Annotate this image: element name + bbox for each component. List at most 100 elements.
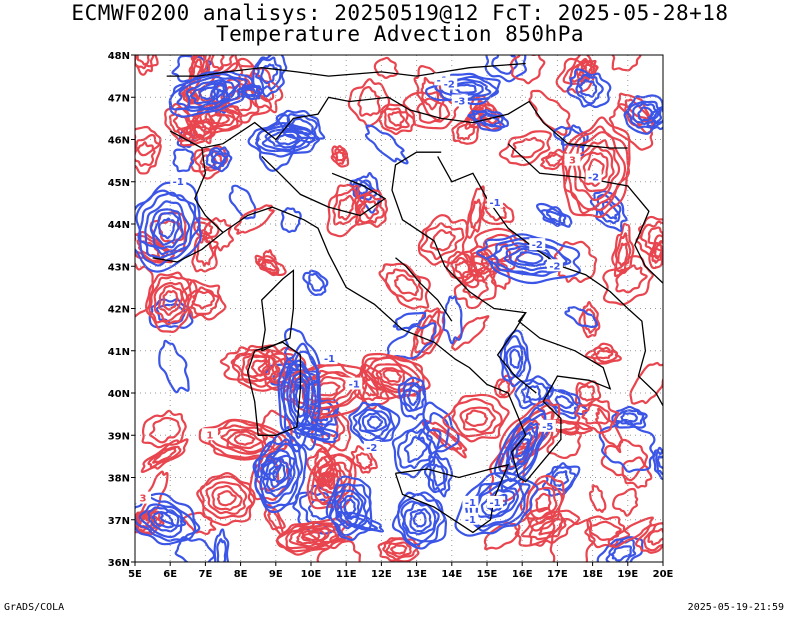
cold-advection-contour [210,150,229,170]
contour-label-bg [585,170,602,183]
warm-advection-contour [612,487,639,517]
warm-advection-contour [535,492,552,513]
warm-advection-contour [574,397,620,434]
cold-advection-contour [152,212,180,246]
cold-advection-contour [432,463,446,487]
warm-advection-contour [390,544,408,555]
warm-advection-contour [414,310,442,354]
contour-label-bg [363,440,380,453]
warm-advection-contour [454,260,474,279]
contour-label-bg [321,352,338,365]
cold-advection-contour [172,148,195,173]
contour-label-bg [441,77,458,90]
cold-advection-contour [228,184,257,220]
warm-advection-contour [384,268,424,302]
contour-label-bg [539,419,556,432]
cold-advection-contour [198,85,221,101]
cold-advection-contour [174,536,216,562]
warm-advection-contour [378,103,416,136]
warm-advection-contour [584,515,631,549]
contour-label-bg [462,495,479,508]
contour-value-label: -1 [489,498,500,509]
contour-value-label: -2 [549,261,560,272]
warm-advection-contour [581,403,611,425]
cold-advection-contour [605,538,637,562]
warm-advection-contour [360,200,380,220]
lat-tick-label: 43N [108,262,130,273]
cold-advection-contour [155,302,186,325]
cold-advection-contour [272,463,287,484]
warm-advection-contour [483,521,520,551]
warm-advection-contour [152,446,177,464]
warm-advection-contour [514,506,556,547]
cold-advection-contour [289,372,311,425]
warm-advection-contour [561,116,631,219]
warm-advection-contour [324,473,340,491]
axis-ticks: 5E 6E 7E 8E 9E 10E 11E 12E 13E 14E 15E 16E 17E 18E 19E… [108,51,674,580]
cold-advection-contour [329,483,372,537]
cold-advection-contour [348,401,401,445]
warm-advection-contour [317,381,341,397]
coastline-segment [201,96,628,149]
contour-label-bg [170,174,187,187]
warm-advection-contour [577,145,615,193]
contour-value-label: 3 [569,156,576,167]
warm-advection-contour [260,260,278,272]
cold-advection-contour [499,329,532,388]
cold-advection-contour [352,402,396,442]
cold-advection-contour [292,378,308,418]
warm-advection-contour [192,58,203,79]
warm-advection-contour [584,342,622,365]
cold-advection-contour [308,272,325,292]
cold-advection-contour [294,385,307,409]
warm-advection-contour [464,409,489,427]
cold-advection-contour [333,483,368,530]
warm-advection-contour [135,55,155,70]
warm-advection-contour [196,472,256,527]
warm-advection-contour [450,256,479,284]
footer-software: GrADS/COLA [4,602,65,613]
warm-advection-contour [451,397,503,438]
warm-advection-contour [245,354,279,382]
lat-lon-gridlines [135,55,663,562]
warm-advection-contour [250,358,273,377]
cold-advection-contour [385,322,437,360]
lat-tick-label: 41N [108,347,130,358]
cold-advection-contour [282,359,317,439]
warm-advection-contour [149,416,181,444]
lat-tick-label: 42N [108,305,130,316]
warm-advection-contour [629,361,663,405]
warm-advection-contour [545,153,564,167]
cold-advection-contour [623,94,663,135]
cold-advection-contour [554,395,575,410]
warm-advection-contour [387,111,406,127]
cold-advection-contour [325,475,373,542]
warm-advection-contour [135,133,162,175]
contour-label-bg [546,259,563,272]
cold-advection-contour [169,72,248,112]
cold-advection-contour [255,114,300,172]
cold-advection-contour [655,450,663,476]
cold-advection-contour [412,511,427,528]
cold-advection-contour [453,83,477,94]
lat-tick-label: 38N [108,474,130,485]
warm-advection-contour [371,363,415,392]
cold-advection-contour [454,472,539,537]
cold-advection-contour [290,117,314,136]
warm-advection-contour [300,530,321,542]
cold-advection-contour [280,207,302,234]
cold-advection-contour [147,506,180,533]
warm-advection-contour [237,57,284,114]
cold-advection-contour [578,78,598,98]
lat-tick-label: 36N [108,558,130,569]
warm-advection-contour [373,56,399,80]
cold-advection-contour [247,121,321,158]
contour-value-label: -3 [454,96,465,107]
title-line-1: ECMWF0200 analisys: 20250519@12 FcT: 202… [71,1,729,25]
cold-advection-contour [135,181,202,273]
cold-advection-contour [434,75,499,102]
cold-advection-contour [505,422,539,476]
lat-tick-label: 39N [108,431,130,442]
warm-advection-contour [417,214,469,266]
lon-tick-label: 8E [234,569,248,580]
